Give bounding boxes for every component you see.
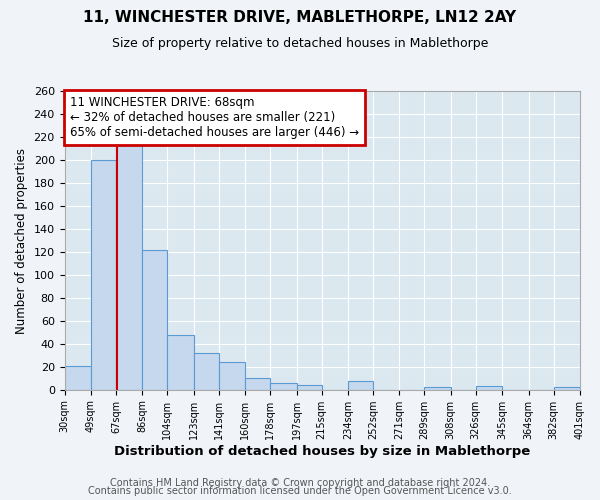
Bar	[167, 334, 194, 390]
Text: Size of property relative to detached houses in Mablethorpe: Size of property relative to detached ho…	[112, 38, 488, 51]
Bar	[296, 385, 322, 390]
Bar	[554, 388, 580, 390]
Bar	[476, 386, 502, 390]
Y-axis label: Number of detached properties: Number of detached properties	[15, 148, 28, 334]
Bar	[91, 160, 116, 390]
Bar	[65, 366, 91, 390]
Bar	[219, 362, 245, 390]
Text: 11, WINCHESTER DRIVE, MABLETHORPE, LN12 2AY: 11, WINCHESTER DRIVE, MABLETHORPE, LN12 …	[83, 10, 517, 25]
Bar	[142, 250, 167, 390]
Bar	[270, 383, 296, 390]
Bar	[424, 388, 451, 390]
Text: 11 WINCHESTER DRIVE: 68sqm
← 32% of detached houses are smaller (221)
65% of sem: 11 WINCHESTER DRIVE: 68sqm ← 32% of deta…	[70, 96, 359, 139]
X-axis label: Distribution of detached houses by size in Mablethorpe: Distribution of detached houses by size …	[114, 444, 530, 458]
Bar	[116, 146, 142, 390]
Text: Contains public sector information licensed under the Open Government Licence v3: Contains public sector information licen…	[88, 486, 512, 496]
Bar	[348, 380, 373, 390]
Bar	[194, 353, 219, 390]
Bar	[245, 378, 270, 390]
Text: Contains HM Land Registry data © Crown copyright and database right 2024.: Contains HM Land Registry data © Crown c…	[110, 478, 490, 488]
